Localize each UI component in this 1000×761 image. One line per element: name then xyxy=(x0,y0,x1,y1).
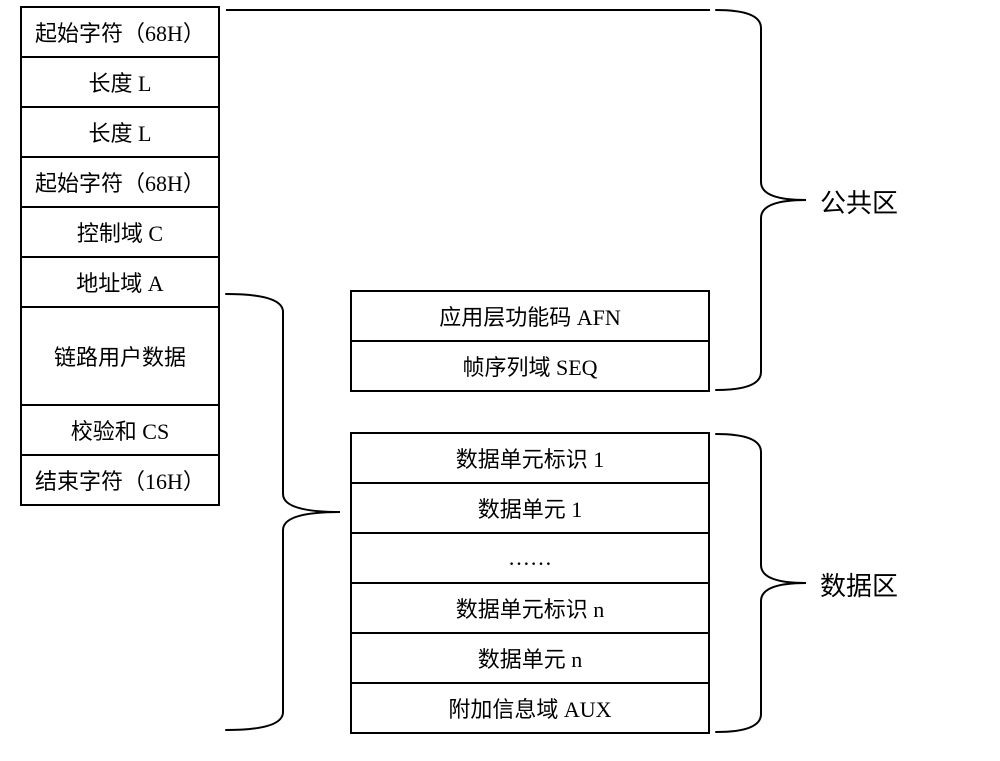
label-data-region: 数据区 xyxy=(820,566,898,603)
brace-public xyxy=(706,0,816,400)
ellipsis: …… xyxy=(350,532,710,584)
length-2: 长度 L xyxy=(20,106,220,158)
control-field: 控制域 C xyxy=(20,206,220,258)
data-unit-1: 数据单元 1 xyxy=(350,482,710,534)
link-user-data: 链路用户数据 xyxy=(20,306,220,406)
data-unit-n: 数据单元 n xyxy=(350,632,710,684)
start-char-1: 起始字符（68H） xyxy=(20,6,220,58)
length-1: 长度 L xyxy=(20,56,220,108)
start-char-2: 起始字符（68H） xyxy=(20,156,220,208)
data-unit-id-1: 数据单元标识 1 xyxy=(350,432,710,484)
diagram-container: 起始字符（68H）长度 L长度 L起始字符（68H）控制域 C地址域 A链路用户… xyxy=(0,0,1000,761)
line-public-top xyxy=(224,8,712,12)
seq: 帧序列域 SEQ xyxy=(350,340,710,392)
afn: 应用层功能码 AFN xyxy=(350,290,710,342)
brace-link-user-data xyxy=(216,284,350,740)
address-field: 地址域 A xyxy=(20,256,220,308)
data-unit-id-n: 数据单元标识 n xyxy=(350,582,710,634)
checksum: 校验和 CS xyxy=(20,404,220,456)
end-char: 结束字符（16H） xyxy=(20,454,220,506)
label-public-region: 公共区 xyxy=(820,183,898,220)
aux: 附加信息域 AUX xyxy=(350,682,710,734)
brace-data xyxy=(706,424,816,742)
